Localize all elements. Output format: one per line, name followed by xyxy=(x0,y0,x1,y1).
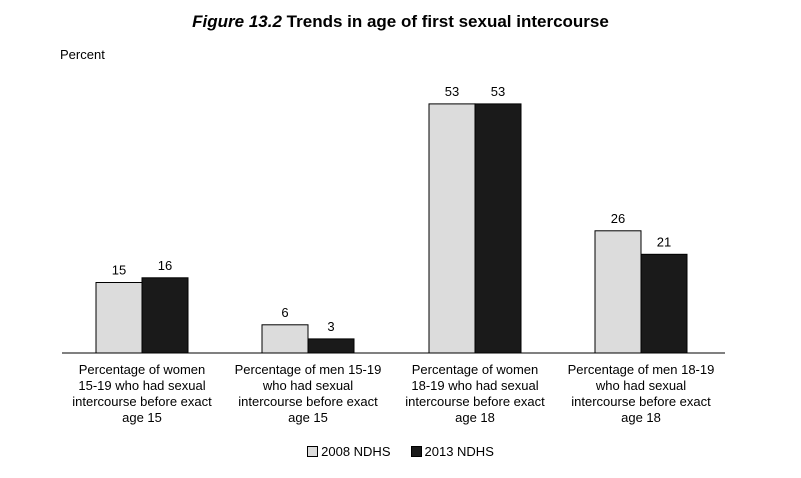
legend-item: 2008 NDHS xyxy=(307,444,391,459)
legend-swatch xyxy=(410,446,422,457)
category-label: Percentage of women 15-19 who had sexual i… xyxy=(57,362,227,426)
data-label: 26 xyxy=(611,211,625,226)
chart-title: Figure 13.2 Trends in age of first sexua… xyxy=(0,12,801,32)
legend-label: 2008 NDHS xyxy=(321,444,391,459)
category-label-line: Percentage of men 18-19 xyxy=(567,362,715,377)
legend: 2008 NDHS 2013 NDHS xyxy=(0,444,801,459)
legend-item: 2013 NDHS xyxy=(410,444,494,459)
category-label-line: Percentage of men 15-19 xyxy=(234,362,382,377)
bar-series1-cat4 xyxy=(594,230,642,354)
y-axis-label: Percent xyxy=(60,47,105,62)
category-label: Percentage of men 15-19 who had sexual int… xyxy=(223,362,393,426)
bar-series2-cat4 xyxy=(640,253,688,354)
bar-series2-cat1 xyxy=(141,277,189,354)
bar-series2-cat3 xyxy=(474,103,522,354)
data-label: 21 xyxy=(657,234,671,249)
data-label: 15 xyxy=(112,263,126,278)
bar-series1-cat1 xyxy=(95,282,143,354)
category-label-line: Percentage of women xyxy=(78,362,206,377)
category-label: Percentage of men 18-19 who had sexual int… xyxy=(556,362,726,426)
category-label-line: age 18 xyxy=(621,410,661,425)
data-label: 53 xyxy=(445,84,459,99)
category-label-line: intercourse before exact xyxy=(238,394,378,409)
category-label-line: 15-19 who had sexual xyxy=(78,378,206,393)
bar-series1-cat2 xyxy=(261,324,309,354)
category-label-line: intercourse before exact xyxy=(405,394,545,409)
legend-swatch xyxy=(307,446,319,457)
category-label-line: intercourse before exact xyxy=(571,394,711,409)
category-label-line: Percentage of women xyxy=(411,362,539,377)
data-label: 6 xyxy=(281,305,288,320)
figure-title: Trends in age of first sexual intercours… xyxy=(286,12,609,31)
category-label-line: who had sexual xyxy=(595,378,687,393)
bar-series1-cat3 xyxy=(428,103,476,354)
data-label: 16 xyxy=(158,258,172,273)
category-label-line: age 15 xyxy=(122,410,162,425)
category-label-line: age 15 xyxy=(288,410,328,425)
data-label: 3 xyxy=(327,319,334,334)
category-label-line: age 18 xyxy=(455,410,495,425)
category-label-line: 18-19 who had sexual xyxy=(411,378,539,393)
category-label: Percentage of women 18-19 who had sexual i… xyxy=(390,362,560,426)
figure-number: Figure 13.2 xyxy=(192,12,282,31)
category-label-line: intercourse before exact xyxy=(72,394,212,409)
legend-label: 2013 NDHS xyxy=(424,444,494,459)
bar-series2-cat2 xyxy=(307,338,355,354)
data-label: 53 xyxy=(491,84,505,99)
category-label-line: who had sexual xyxy=(262,378,354,393)
